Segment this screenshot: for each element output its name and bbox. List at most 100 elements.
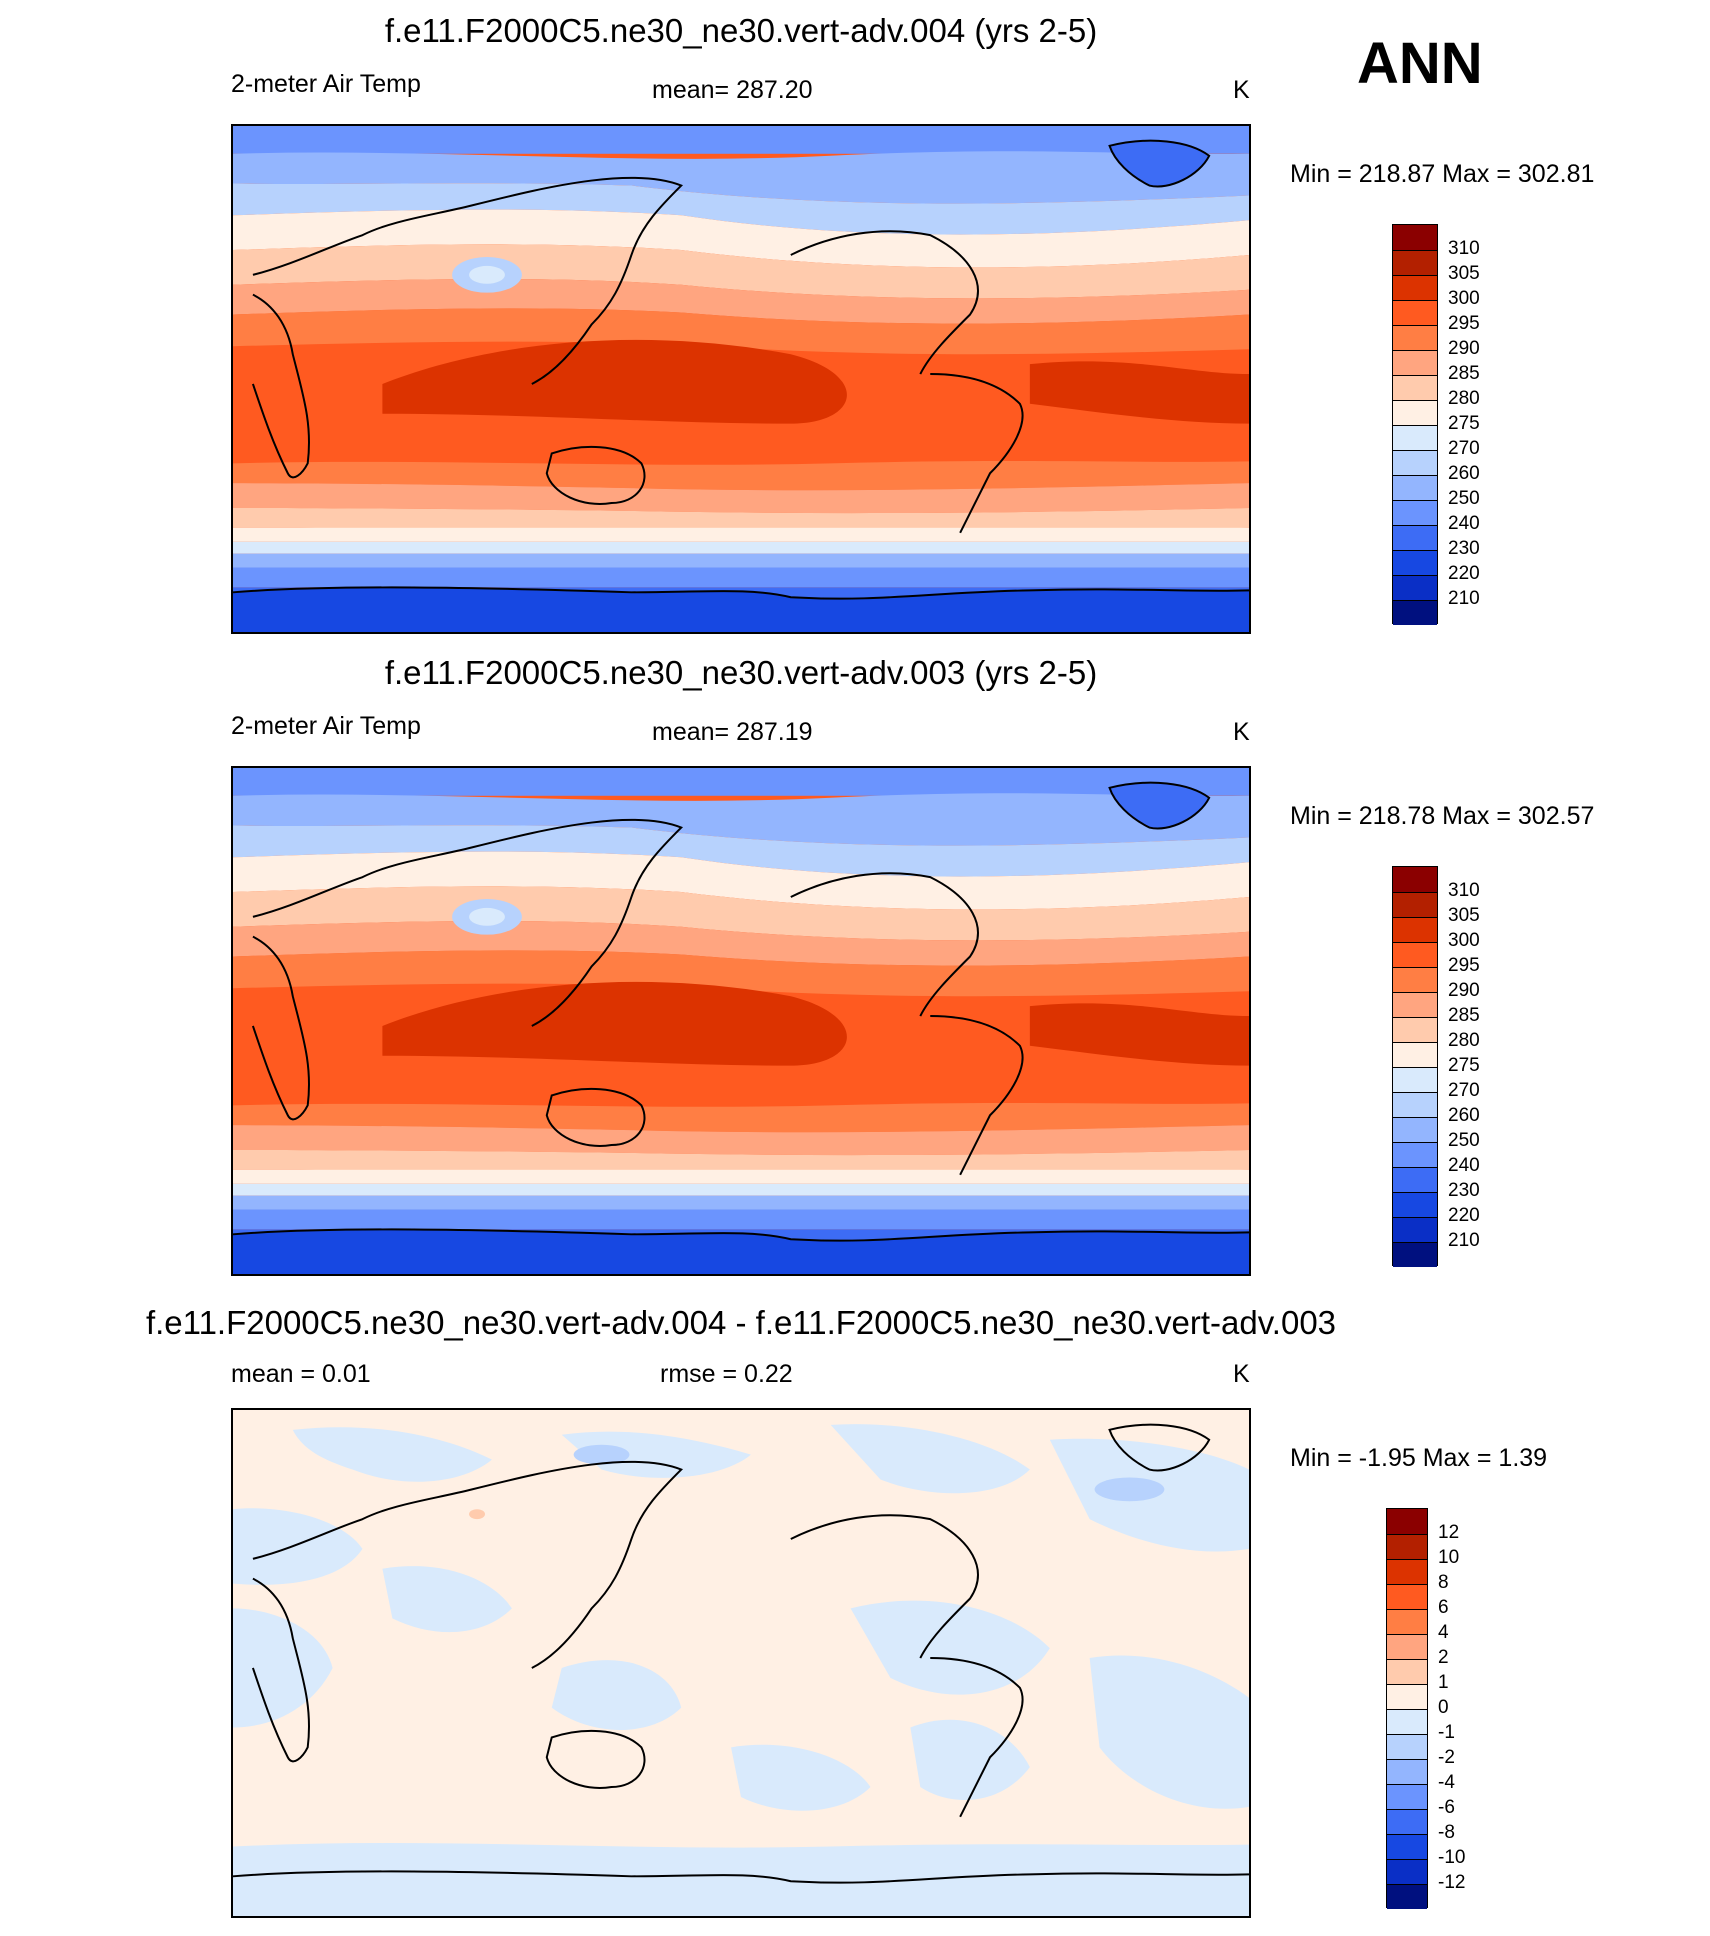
coastlines <box>233 1423 1249 1884</box>
colorbar-swatch <box>1393 500 1437 525</box>
colorbar-swatch <box>1393 275 1437 300</box>
greenland-coast <box>1108 781 1211 830</box>
colorbar-swatch <box>1393 892 1437 917</box>
colorbar-swatch <box>1393 1117 1437 1142</box>
colorbar-swatch <box>1393 917 1437 942</box>
colorbar-tick-label: 0 <box>1438 1697 1449 1718</box>
band-s-polar-edge <box>233 553 1249 568</box>
temperature-map <box>231 124 1251 634</box>
band-subtropic <box>233 950 1249 997</box>
colorbar-swatch <box>1393 525 1437 550</box>
minmax-label: Min = 218.78 Max = 302.57 <box>1290 802 1595 830</box>
colorbar-swatch <box>1393 1242 1437 1267</box>
colorbar-swatch <box>1393 1167 1437 1192</box>
band-s-polar <box>233 1209 1249 1230</box>
colorbar-tick-label: 260 <box>1448 463 1480 484</box>
mean-label: mean= 287.19 <box>652 718 813 746</box>
colorbar-swatch <box>1393 1042 1437 1067</box>
australia-coast <box>545 1729 646 1789</box>
panel-title: f.e11.F2000C5.ne30_ne30.vert-adv.003 (yr… <box>384 654 1098 691</box>
colorbar-tick-label: 270 <box>1448 1080 1480 1101</box>
band-boreal <box>233 825 1249 877</box>
cool-patch <box>561 1431 751 1478</box>
colorbar-swatch <box>1393 1067 1437 1092</box>
plateau-core <box>469 907 505 926</box>
colorbar-tick-label: 275 <box>1448 413 1480 434</box>
colorbar-swatch <box>1393 300 1437 325</box>
colorbar-swatch <box>1393 600 1437 625</box>
colorbar-tick-label: -2 <box>1438 1747 1455 1768</box>
band-arctic <box>233 768 1249 796</box>
colorbar-swatch <box>1393 575 1437 600</box>
cooler-spot <box>1094 1477 1165 1502</box>
south-america-coast <box>930 1015 1024 1176</box>
colorbar-swatch <box>1393 225 1437 250</box>
colorbar-swatch <box>1387 1734 1427 1759</box>
colorbar-swatch <box>1387 1609 1427 1634</box>
mean-label: mean= 287.20 <box>652 76 813 104</box>
africa-coast <box>251 293 311 479</box>
mean-label: mean = 0.01 <box>231 1360 371 1388</box>
colorbar-swatch <box>1393 400 1437 425</box>
colorbar-3 <box>1386 1508 1428 1909</box>
colorbar-tick-label: 295 <box>1448 955 1480 976</box>
cool-patch <box>850 1600 1050 1695</box>
band-s-subpolar <box>233 1183 1249 1196</box>
colorbar-swatch <box>1387 1884 1427 1909</box>
panel-title: f.e11.F2000C5.ne30_ne30.vert-adv.004 - f… <box>145 1304 1337 1341</box>
colorbar-tick-label: 280 <box>1448 1030 1480 1051</box>
colorbar-tick-label: 270 <box>1448 438 1480 459</box>
colorbar-swatch <box>1393 1142 1437 1167</box>
coastlines <box>233 781 1249 1242</box>
colorbar-swatch <box>1393 375 1437 400</box>
colorbar-tick-label: 210 <box>1448 1230 1480 1251</box>
map-plot <box>233 768 1249 1274</box>
africa-coast <box>251 1577 311 1763</box>
warm-pool-atlantic <box>1029 1003 1249 1066</box>
warm-spot <box>469 1509 486 1520</box>
band-s-polar <box>233 567 1249 588</box>
band-boreal <box>233 183 1249 235</box>
colorbar-tick-label: 260 <box>1448 1105 1480 1126</box>
colorbar-tick-label: -12 <box>1438 1872 1466 1893</box>
colorbar-tick-label: -1 <box>1438 1722 1455 1743</box>
units-label: K <box>1233 1360 1250 1388</box>
band-temperate-cool <box>233 851 1249 910</box>
greenland-cold <box>1109 140 1210 187</box>
warm-pool <box>382 339 847 424</box>
cool-patch <box>233 1608 333 1728</box>
warm-pool <box>382 981 847 1066</box>
colorbar-swatch <box>1387 1659 1427 1684</box>
season-label: ANN <box>1357 31 1483 96</box>
band-s-warm <box>233 1125 1249 1156</box>
colorbar-tick-label: -4 <box>1438 1772 1455 1793</box>
colorbar-tick-label: 12 <box>1438 1522 1460 1543</box>
colorbar-tick-label: 230 <box>1448 538 1480 559</box>
colorbar-tick-label: -10 <box>1438 1847 1466 1868</box>
colorbar-tick-label: 310 <box>1448 238 1480 259</box>
band-subarctic <box>233 793 1249 846</box>
band-temperate-cool <box>233 209 1249 268</box>
colorbar-swatch <box>1387 1709 1427 1734</box>
colorbar-tick-label: 2 <box>1438 1647 1449 1668</box>
colorbar-tick-label: 300 <box>1448 288 1480 309</box>
australia-coast <box>545 1087 646 1147</box>
colorbar-swatch <box>1387 1759 1427 1784</box>
colorbar-swatch <box>1387 1684 1427 1709</box>
cool-patch <box>830 1424 1030 1494</box>
greenland-coast <box>1108 139 1211 188</box>
eurasia-coast <box>252 176 684 385</box>
band-s-subpolar <box>233 541 1249 554</box>
antarctica-coast <box>233 1870 1249 1884</box>
africa-coast <box>251 935 311 1121</box>
minmax-label: Min = -1.95 Max = 1.39 <box>1290 1444 1548 1472</box>
colorbar-swatch <box>1387 1584 1427 1609</box>
colorbar-swatch <box>1387 1559 1427 1584</box>
colorbar-swatch <box>1393 1092 1437 1117</box>
colorbar-swatch <box>1393 867 1437 892</box>
colorbar-tick-label: -8 <box>1438 1822 1455 1843</box>
colorbar-swatch <box>1387 1634 1427 1659</box>
colorbar-tick-label: 290 <box>1448 338 1480 359</box>
colorbar-swatch <box>1387 1809 1427 1834</box>
band-s-cool <box>233 527 1249 542</box>
